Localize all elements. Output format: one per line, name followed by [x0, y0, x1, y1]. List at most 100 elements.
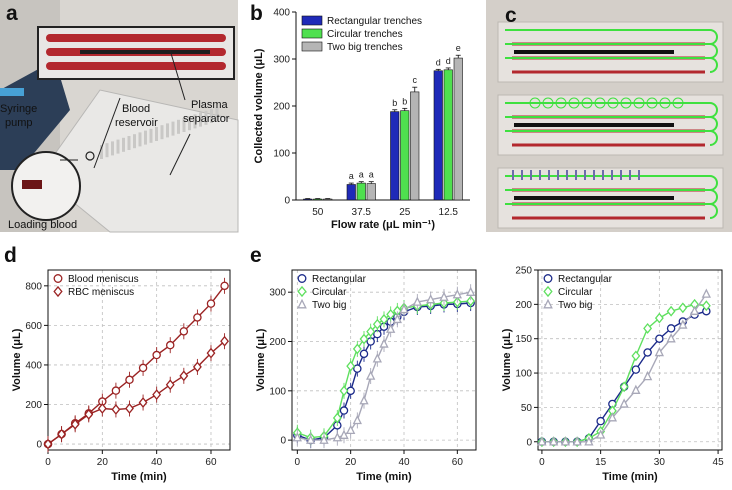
data-point	[392, 313, 402, 324]
data-point	[192, 361, 202, 373]
data-point	[339, 429, 349, 439]
data-point	[332, 412, 342, 424]
data-point	[631, 384, 641, 394]
chip-c-circle-trench	[672, 97, 684, 109]
data-point	[297, 285, 307, 298]
legend-label: Blood meniscus	[68, 274, 139, 285]
xtick-label: 0	[539, 457, 545, 468]
b-sig-letter: a	[359, 170, 364, 180]
chip-trench	[111, 141, 114, 156]
b-sig-letter: b	[402, 96, 407, 106]
chip-c-rect-trench	[602, 170, 604, 180]
ytick-label: 200	[25, 400, 42, 411]
data-point	[297, 274, 307, 283]
data-point	[678, 302, 688, 314]
data-point	[666, 305, 676, 317]
b-legend-label: Two big trenches	[327, 42, 403, 53]
xtick-label: 20	[345, 457, 357, 468]
xtick-label: 15	[595, 457, 607, 468]
b-ytick-label: 100	[273, 149, 290, 160]
chip-trench	[116, 139, 120, 154]
reservoir-pointer	[93, 97, 121, 169]
ytick-label: 300	[269, 288, 286, 299]
data-point	[701, 300, 711, 312]
data-point	[366, 326, 376, 338]
chip-c-rect-trench	[539, 170, 541, 180]
data-point	[297, 298, 307, 309]
b-ylabel: Collected volume (μL)	[253, 48, 265, 163]
data-point	[701, 288, 711, 298]
b-legend-label: Rectangular trenches	[327, 16, 422, 27]
chip-c-black-line	[514, 50, 674, 54]
b-sig-letter: a	[369, 170, 374, 180]
data-point	[543, 274, 553, 283]
xtick-label: 40	[398, 457, 410, 468]
b-xtick-label: 50	[312, 207, 324, 218]
chip-c-circle-trench	[633, 97, 645, 109]
data-point	[138, 363, 148, 373]
data-point	[666, 324, 676, 333]
data-point	[607, 412, 618, 422]
label-loading-blood: Loading blood	[8, 219, 77, 231]
chip-c-circle-trench	[659, 97, 671, 109]
chip-c-rect-trench	[611, 170, 613, 180]
data-point	[452, 289, 462, 299]
data-point	[53, 274, 63, 283]
data-point	[619, 398, 629, 408]
chip-c-rect-trench	[638, 170, 640, 180]
data-point	[359, 349, 369, 359]
xtick-label: 45	[713, 457, 725, 468]
data-point	[206, 347, 216, 359]
b-bar	[366, 183, 376, 201]
plot-frame	[291, 269, 477, 451]
syringe-tube	[0, 88, 24, 96]
data-point	[165, 340, 175, 350]
data-point	[643, 348, 652, 357]
data-point	[339, 406, 349, 415]
ytick-label: 150	[515, 334, 532, 345]
ylabel: Volume (μL)	[11, 328, 23, 391]
chip-trench	[193, 114, 197, 129]
chip-trench	[177, 119, 180, 134]
data-point	[353, 364, 362, 373]
b-legend-swatch	[301, 41, 323, 52]
chip-c-rect-trench	[512, 170, 514, 180]
ytick-label: 0	[526, 437, 532, 448]
loading-blood-drop	[22, 180, 42, 189]
data-point	[412, 296, 422, 306]
data-point	[642, 370, 653, 381]
chip-trench	[100, 145, 103, 159]
inset-black-line	[80, 50, 210, 54]
b-bar	[390, 111, 400, 201]
label-separator-2: separator	[183, 113, 230, 125]
separator-pointer	[169, 133, 191, 176]
b-bar	[410, 91, 420, 201]
b-bar	[400, 110, 410, 201]
data-point	[466, 286, 476, 296]
plot-frame	[537, 269, 723, 451]
data-point	[386, 308, 396, 320]
panel-letter-a: a	[6, 2, 18, 25]
legend-label: Two big	[312, 300, 346, 311]
b-bar	[323, 198, 333, 201]
chip-c-green-channel	[505, 57, 718, 73]
data-point	[379, 313, 389, 325]
chip-trench	[160, 125, 164, 140]
panel-a-photo: Syringe pump Blood reservoir Plasma sepa…	[0, 0, 239, 233]
chart-e-left: e 0 20 40 60 0 100 200 300 Time (min) Volume (μL)…	[250, 244, 477, 483]
ylabel: Volume (μL)	[501, 328, 513, 391]
b-xtick-label: 12.5	[439, 207, 459, 218]
data-point	[111, 386, 121, 395]
b-xtick-label: 37.5	[352, 207, 372, 218]
chip-trench	[215, 107, 219, 122]
b-xlabel: Flow rate (μL min⁻¹)	[331, 219, 435, 231]
data-point	[292, 432, 302, 442]
xlabel: Time (min)	[356, 471, 412, 483]
chip-trenches	[100, 107, 219, 159]
ytick-label: 50	[521, 403, 533, 414]
data-point	[346, 424, 356, 435]
chip-c-circle-trench	[542, 97, 554, 109]
chip-trench	[188, 116, 191, 131]
